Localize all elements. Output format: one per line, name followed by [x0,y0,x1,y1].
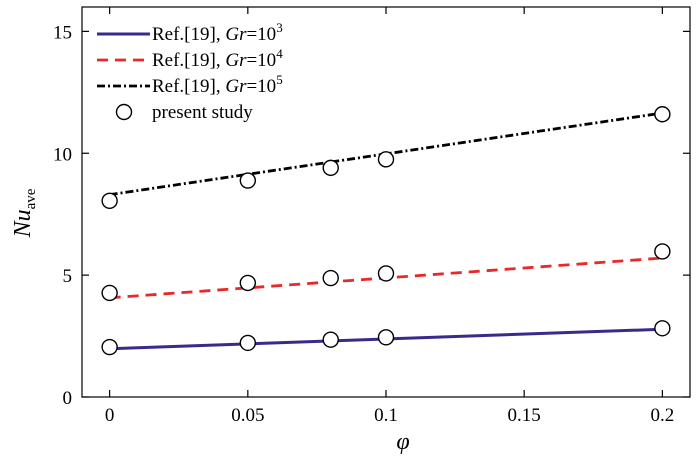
y-tick-label: 5 [63,266,73,287]
legend-label-gr3: Ref.[19], Gr=103 [152,20,283,45]
y-axis-label: Nuave [10,188,39,238]
legend-label-gr5: Ref.[19], Gr=105 [152,72,283,97]
series-markers [101,106,671,356]
series-lines [109,111,663,351]
x-tick-label: 0.05 [231,405,264,426]
data-point-marker [377,151,395,168]
data-point-marker [322,331,339,348]
legend-marker-present-study [115,103,133,121]
data-point-marker [101,192,118,209]
legend-label-gr4: Ref.[19], Gr=104 [152,46,283,71]
y-tick-label: 10 [53,144,72,165]
data-point-marker [654,320,671,337]
data-point-marker [377,329,395,346]
data-point-marker [239,274,257,292]
tick-labels: 0 0.05 0.1 0.15 0.2 0 5 10 15 [53,22,674,426]
y-tick-label: 15 [53,22,72,43]
y-axis-label-sub: ave [23,188,39,209]
data-point-marker [239,172,257,189]
x-tick-label: 0.2 [650,405,674,426]
data-point-marker [322,269,339,287]
axis-ticks [82,7,690,398]
y-tick-label: 0 [63,388,73,409]
x-tick-label: 0 [105,405,115,426]
data-point-marker [322,159,339,177]
data-point-marker [654,106,671,123]
data-point-marker [101,338,118,356]
x-axis-label: φ [396,429,409,455]
x-tick-label: 0.1 [374,405,398,426]
data-point-marker [654,243,671,260]
data-point-marker [239,334,257,352]
data-point-marker [377,265,395,282]
x-tick-label: 0.15 [508,405,541,426]
y-axis-label-main: Nu [10,209,36,238]
data-point-marker [101,284,118,302]
legend-label-present-study: present study [152,102,253,123]
